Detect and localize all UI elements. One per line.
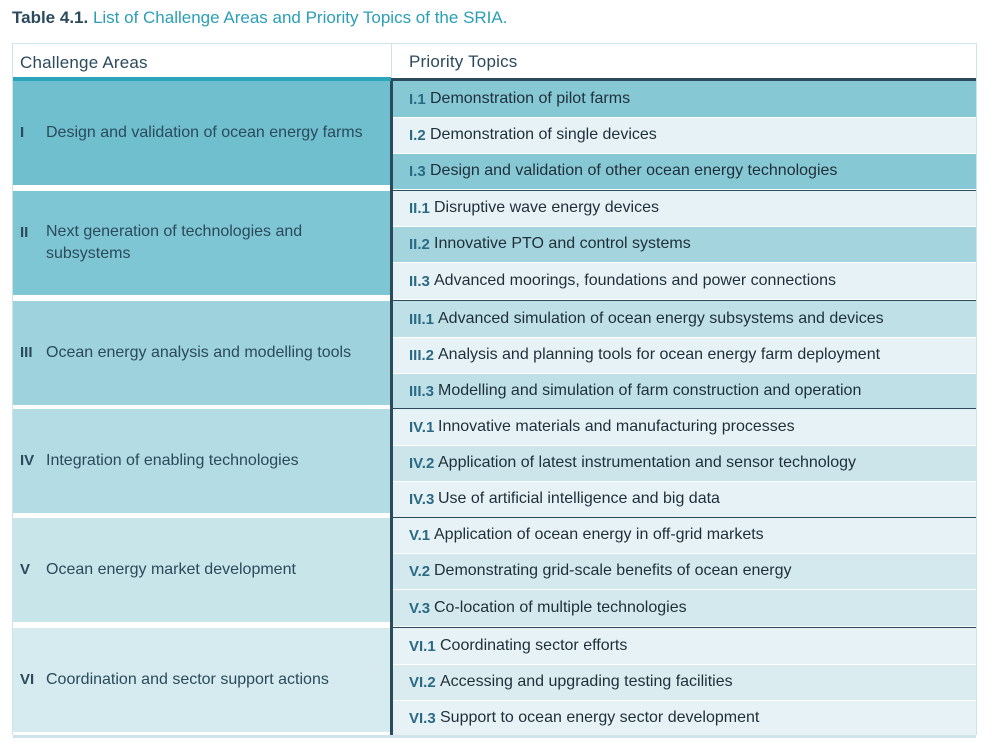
header-priority-topics: Priority Topics bbox=[409, 52, 518, 71]
priority-topic-text: Advanced moorings, foundations and power… bbox=[434, 271, 837, 289]
priority-topic-text: Demonstrating grid-scale benefits of oce… bbox=[434, 562, 792, 579]
priority-topic-code: III.1 bbox=[409, 310, 435, 328]
priority-topic-row: II.1 Disruptive wave energy devices bbox=[392, 191, 976, 227]
challenge-area-numeral: VI bbox=[20, 671, 35, 688]
priority-topic-row: III.3 Modelling and simulation of farm co… bbox=[392, 374, 976, 410]
priority-topic-text: Use of artificial intelligence and big d… bbox=[438, 490, 720, 507]
challenge-area-iii: III Ocean energy analysis and modelling t… bbox=[13, 301, 391, 410]
priority-topic-row: I.2 Demonstration of single devices bbox=[392, 118, 976, 154]
priority-topic-row: VI.3 Support to ocean energy sector devel… bbox=[392, 701, 976, 737]
priority-topic-text: Demonstration of single devices bbox=[430, 126, 657, 143]
priority-topic-row: V.1 Application of ocean energy in off-gr… bbox=[392, 518, 976, 554]
table-caption: Table 4.1. List of Challenge Areas and P… bbox=[12, 7, 507, 29]
priority-topic-row: VI.2 Accessing and upgrading testing faci… bbox=[392, 665, 976, 701]
challenge-area-v: V Ocean energy market development bbox=[13, 518, 391, 627]
header-underline-left bbox=[13, 77, 391, 81]
priority-topic-text: Application of ocean energy in off-grid … bbox=[434, 526, 764, 543]
priority-topic-row: V.3 Co-location of multiple technologies bbox=[392, 590, 976, 627]
group-separator bbox=[391, 517, 976, 518]
priority-topic-code: V.2 bbox=[409, 563, 431, 580]
priority-topic-row: VI.1 Coordinating sector efforts bbox=[392, 628, 976, 665]
challenge-area-title: Design and validation of ocean energy fa… bbox=[46, 124, 363, 141]
group-separator bbox=[391, 300, 976, 301]
priority-topic-code: IV.1 bbox=[409, 418, 435, 436]
priority-topic-code: III.2 bbox=[409, 347, 435, 364]
priority-topic-row: III.1 Advanced simulation of ocean energy… bbox=[392, 301, 976, 338]
priority-topic-text: Coordinating sector efforts bbox=[440, 636, 628, 654]
caption-text: List of Challenge Areas and Priority Top… bbox=[92, 8, 508, 27]
challenge-area-i: I Design and validation of ocean energy f… bbox=[13, 81, 391, 190]
priority-topic-code: IV.3 bbox=[409, 491, 435, 508]
table-header: Challenge Areas Priority Topics bbox=[13, 44, 976, 81]
priority-topic-code: II.3 bbox=[409, 272, 430, 290]
challenge-area-title: Coordination and sector support actions bbox=[46, 671, 329, 688]
priority-topic-row: V.2 Demonstrating grid-scale benefits of … bbox=[392, 554, 976, 590]
priority-topic-text: Application of latest instrumentation an… bbox=[438, 454, 857, 471]
priority-topic-code: I.3 bbox=[409, 163, 426, 180]
priority-topic-text: Innovative materials and manufacturing p… bbox=[438, 417, 795, 435]
priority-topic-code: IV.2 bbox=[409, 455, 435, 472]
priority-topic-text: Advanced simulation of ocean energy subs… bbox=[438, 309, 884, 327]
priority-topic-code: VI.2 bbox=[409, 674, 436, 691]
priority-topic-text: Disruptive wave energy devices bbox=[434, 199, 659, 216]
priority-topic-text: Modelling and simulation of farm constru… bbox=[438, 382, 862, 399]
challenge-area-iv: IV Integration of enabling technologies bbox=[13, 409, 391, 518]
priority-topic-text: Analysis and planning tools for ocean en… bbox=[438, 346, 881, 363]
challenge-area-numeral: III bbox=[20, 344, 33, 361]
priority-topic-row: I.3 Design and validation of other ocean … bbox=[392, 154, 976, 190]
group-separator bbox=[391, 190, 976, 191]
priority-topic-code: II.2 bbox=[409, 236, 430, 253]
challenge-area-numeral: V bbox=[20, 561, 31, 578]
challenge-area-numeral: I bbox=[20, 124, 25, 141]
priority-topic-code: V.3 bbox=[409, 599, 431, 617]
challenge-area-title: Ocean energy market development bbox=[46, 561, 296, 578]
priority-topic-code: VI.3 bbox=[409, 710, 436, 727]
challenge-area-vi: VI Coordination and sector support action… bbox=[13, 628, 391, 737]
priority-topic-text: Accessing and upgrading testing faciliti… bbox=[440, 673, 733, 690]
priority-topic-code: VI.1 bbox=[409, 637, 436, 655]
priority-topic-code: V.1 bbox=[409, 527, 431, 544]
priority-topic-row: III.2 Analysis and planning tools for oce… bbox=[392, 338, 976, 374]
priority-topic-row: II.3 Advanced moorings, foundations and p… bbox=[392, 263, 976, 300]
priority-topic-text: Design and validation of other ocean ene… bbox=[430, 162, 838, 179]
header-divider bbox=[391, 44, 392, 81]
priority-topic-text: Co-location of multiple technologies bbox=[434, 598, 687, 616]
priority-topic-code: III.3 bbox=[409, 383, 435, 400]
challenge-area-numeral: IV bbox=[20, 452, 35, 469]
group-separator bbox=[391, 627, 976, 628]
column-divider bbox=[390, 81, 393, 736]
priority-topic-code: II.1 bbox=[409, 200, 430, 217]
priority-topic-row: II.2 Innovative PTO and control systems bbox=[392, 227, 976, 263]
header-challenge-areas: Challenge Areas bbox=[20, 53, 148, 72]
table-bottom-border bbox=[13, 735, 976, 738]
priority-topic-row: IV.1 Innovative materials and manufacturi… bbox=[392, 409, 976, 446]
priority-topic-text: Demonstration of pilot farms bbox=[430, 89, 631, 107]
priority-topic-row: IV.3 Use of artificial intelligence and b… bbox=[392, 482, 976, 518]
group-separator bbox=[391, 408, 976, 409]
priority-topic-code: I.1 bbox=[409, 90, 426, 108]
challenge-area-title: Ocean energy analysis and modelling tool… bbox=[46, 344, 352, 361]
challenge-area-ii: II Next generation of technologies and su… bbox=[13, 191, 391, 300]
priority-topic-text: Support to ocean energy sector developme… bbox=[440, 709, 760, 726]
header-underline-right bbox=[391, 78, 976, 81]
challenge-area-title: Next generation of technologies and subs… bbox=[46, 223, 303, 262]
challenge-area-numeral: II bbox=[20, 224, 29, 241]
priority-topic-code: I.2 bbox=[409, 127, 426, 144]
challenge-area-title: Integration of enabling technologies bbox=[46, 452, 299, 469]
priority-topic-text: Innovative PTO and control systems bbox=[434, 235, 691, 252]
priority-topic-row: IV.2 Application of latest instrumentatio… bbox=[392, 446, 976, 482]
caption-label: Table 4.1. bbox=[12, 8, 89, 27]
challenge-areas-table: Challenge Areas Priority Topics I Design … bbox=[12, 43, 977, 738]
priority-topic-row: I.1 Demonstration of pilot farms bbox=[392, 81, 976, 118]
